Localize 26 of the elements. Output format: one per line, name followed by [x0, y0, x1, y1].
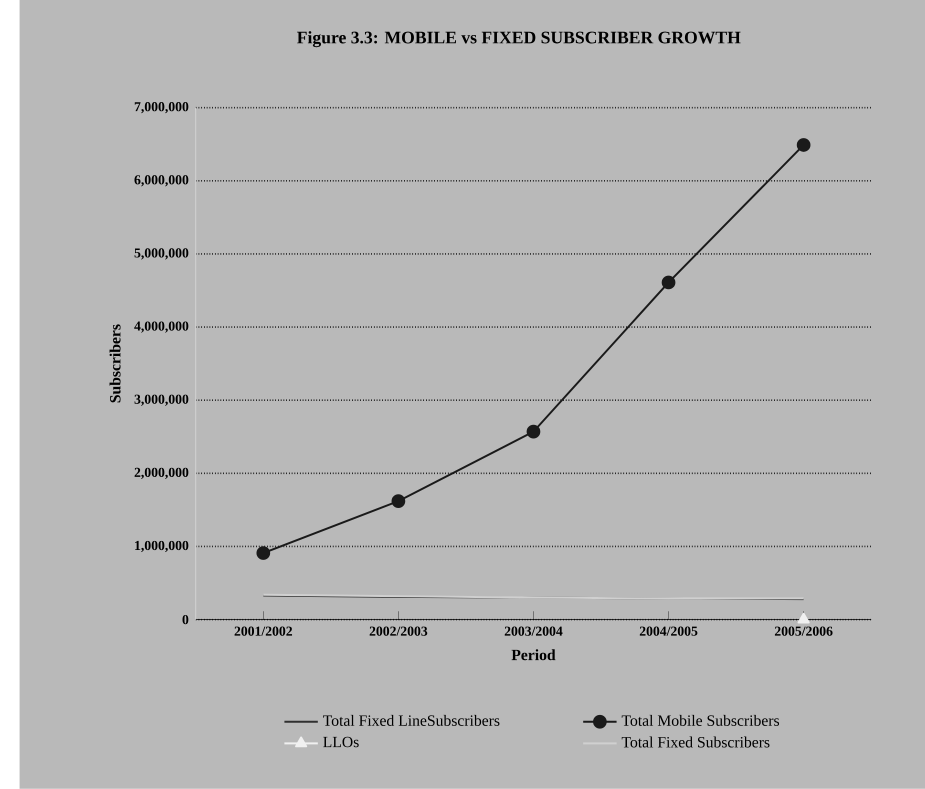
legend-label: Total Fixed Subscribers [622, 736, 770, 748]
y-tick-label: 7,000,000 [134, 102, 188, 114]
y-tick-label: 0 [182, 615, 188, 624]
x-tick-label: 2002/2003 [370, 626, 428, 636]
legend-label: Total Mobile Subscribers [622, 714, 780, 726]
chart-title: Figure 3.3: MOBILE vs FIXED SUBSCRIBER GROWTH [297, 31, 741, 48]
y-axis-title: Subscribers [110, 324, 121, 402]
point [256, 546, 270, 560]
x-tick-label: 2005/2006 [774, 626, 833, 636]
x-tick-label: 2003/2004 [504, 626, 563, 636]
point [796, 138, 810, 152]
y-tick-label: 5,000,000 [134, 248, 188, 260]
x-tick-label: 2001/2002 [234, 626, 292, 636]
y-tick-label: 4,000,000 [134, 321, 188, 333]
y-tick-label: 1,000,000 [135, 540, 188, 552]
y-tick-label: 3,000,000 [134, 394, 188, 406]
point [392, 494, 406, 508]
x-tick-label: 2004/2005 [640, 626, 698, 636]
point [526, 424, 540, 439]
x-axis-title: Period [512, 649, 556, 660]
y-tick-label: 2,000,000 [134, 468, 188, 479]
point [662, 276, 676, 290]
y-tick-label: 6,000,000 [134, 175, 188, 186]
legend-label: LLOs [323, 736, 359, 748]
legend-label: Total Fixed LineSubscribers [323, 714, 500, 726]
point [798, 612, 810, 624]
